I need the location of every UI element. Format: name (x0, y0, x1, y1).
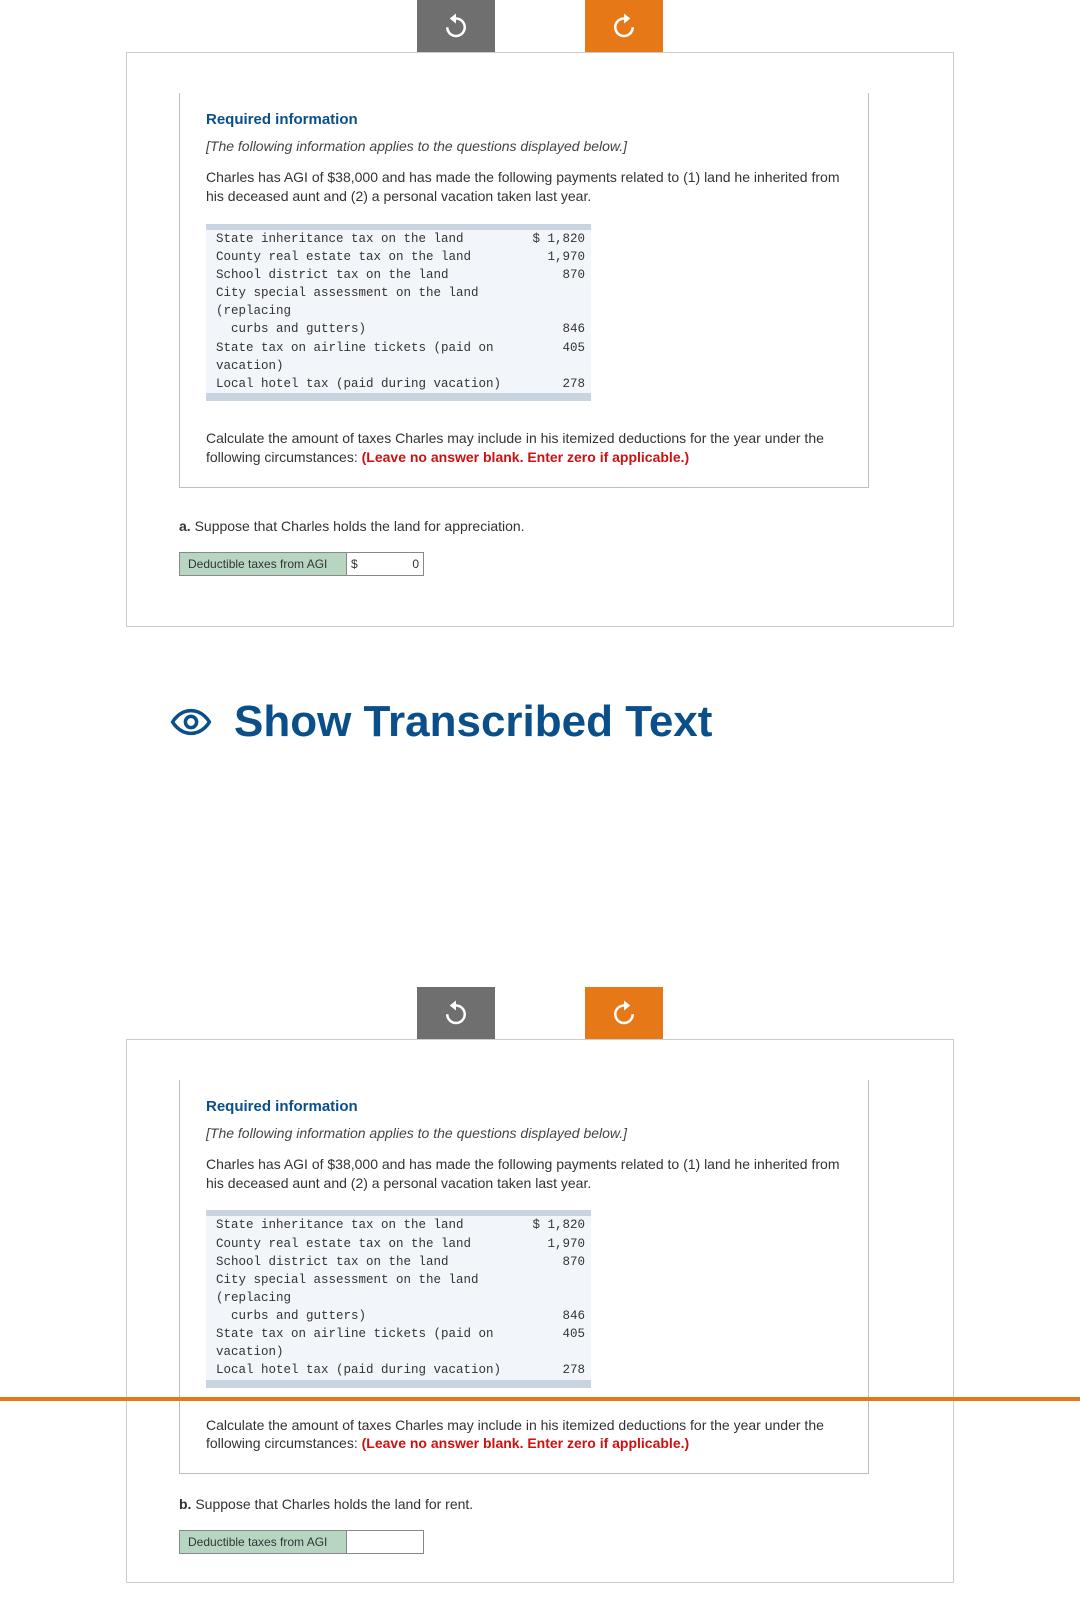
required-info-title: Required information (206, 111, 842, 128)
pay-label: School district tax on the land (216, 1253, 449, 1271)
pay-label: State tax on airline tickets (paid on va… (216, 339, 525, 375)
pay-label: Local hotel tax (paid during vacation) (216, 375, 501, 393)
question-card-b: Required information [The following info… (126, 1039, 954, 1584)
pay-amt: 1,970 (525, 248, 585, 266)
pay-label: State tax on airline tickets (paid on va… (216, 1325, 525, 1361)
pay-amt: 870 (525, 1253, 585, 1271)
answer-input-b[interactable] (347, 1530, 424, 1554)
redo-button[interactable] (585, 987, 663, 1039)
pay-label: curbs and gutters) (216, 1307, 366, 1325)
pay-amt: $ 1,820 (525, 1216, 585, 1234)
answer-value: 0 (412, 557, 419, 571)
pay-amt (525, 284, 585, 320)
required-info-body: Charles has AGI of $38,000 and has made … (206, 1155, 842, 1193)
payments-table: State inheritance tax on the land $ 1,820… (206, 1210, 591, 1387)
redo-icon (609, 998, 639, 1028)
calc-instruction: Calculate the amount of taxes Charles ma… (206, 1416, 842, 1454)
redo-button[interactable] (585, 0, 663, 52)
subquestion-a: a. Suppose that Charles holds the land f… (179, 518, 869, 534)
answer-row-a: Deductible taxes from AGI $ 0 (179, 552, 953, 576)
required-info-box: Required information [The following info… (179, 1080, 869, 1475)
undo-button[interactable] (417, 987, 495, 1039)
pay-label: County real estate tax on the land (216, 248, 471, 266)
pay-label: Local hotel tax (paid during vacation) (216, 1361, 501, 1379)
pay-label: curbs and gutters) (216, 320, 366, 338)
pay-amt (525, 1271, 585, 1307)
question-card-a: Required information [The following info… (126, 52, 954, 627)
currency-sign: $ (351, 557, 358, 571)
pay-label: City special assessment on the land (rep… (216, 1271, 525, 1307)
bottom-accent-bar (0, 1397, 1080, 1401)
required-info-subtitle: [The following information applies to th… (206, 138, 842, 154)
toolbar-1 (0, 0, 1080, 52)
toolbar-2 (0, 987, 1080, 1039)
show-transcribed-label: Show Transcribed Text (234, 697, 712, 747)
answer-label: Deductible taxes from AGI (179, 1530, 347, 1554)
undo-icon (441, 998, 471, 1028)
eye-icon (170, 701, 212, 743)
subq-text: Suppose that Charles holds the land for … (195, 1496, 473, 1512)
undo-icon (441, 11, 471, 41)
answer-input-a[interactable]: $ 0 (347, 552, 424, 576)
pay-amt: 405 (525, 1325, 585, 1361)
required-info-title: Required information (206, 1098, 842, 1115)
answer-row-b: Deductible taxes from AGI (179, 1530, 953, 1554)
required-info-subtitle: [The following information applies to th… (206, 1125, 842, 1141)
pay-amt: 278 (525, 375, 585, 393)
calc-instruction: Calculate the amount of taxes Charles ma… (206, 429, 842, 467)
pay-amt: 278 (525, 1361, 585, 1379)
show-transcribed-row[interactable]: Show Transcribed Text (170, 697, 1080, 747)
calc-red: (Leave no answer blank. Enter zero if ap… (362, 449, 690, 465)
pay-label: County real estate tax on the land (216, 1235, 471, 1253)
redo-icon (609, 11, 639, 41)
pay-label: School district tax on the land (216, 266, 449, 284)
pay-label: City special assessment on the land (rep… (216, 284, 525, 320)
pay-amt: $ 1,820 (525, 230, 585, 248)
pay-label: State inheritance tax on the land (216, 1216, 464, 1234)
undo-button[interactable] (417, 0, 495, 52)
pay-amt: 1,970 (525, 1235, 585, 1253)
required-info-body: Charles has AGI of $38,000 and has made … (206, 168, 842, 206)
pay-label: State inheritance tax on the land (216, 230, 464, 248)
subq-letter: a. (179, 518, 191, 534)
calc-red: (Leave no answer blank. Enter zero if ap… (362, 1435, 690, 1451)
subquestion-b: b. Suppose that Charles holds the land f… (179, 1496, 869, 1512)
required-info-box: Required information [The following info… (179, 93, 869, 488)
subq-text: Suppose that Charles holds the land for … (195, 518, 525, 534)
pay-amt: 846 (525, 1307, 585, 1325)
pay-amt: 405 (525, 339, 585, 375)
subq-letter: b. (179, 1496, 191, 1512)
pay-amt: 846 (525, 320, 585, 338)
payments-table: State inheritance tax on the land $ 1,820… (206, 224, 591, 401)
answer-label: Deductible taxes from AGI (179, 552, 347, 576)
pay-amt: 870 (525, 266, 585, 284)
